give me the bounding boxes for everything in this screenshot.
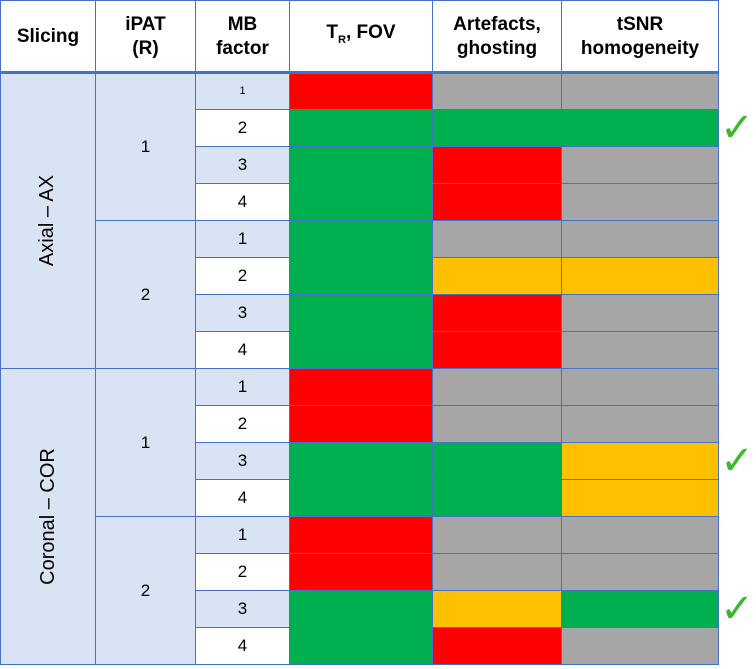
tsnr-status-grey (561, 220, 719, 258)
tsnr-status-grey (561, 516, 719, 554)
tr-label: T (326, 22, 339, 44)
artefacts-status-grey (432, 368, 562, 406)
tsnr-status-grey (561, 72, 719, 110)
ipat-value-cell: 1 (95, 72, 196, 221)
slicing-group-cell: Axial – AX (0, 72, 96, 369)
artefacts-status-red (432, 146, 562, 184)
header-slicing: Slicing (0, 0, 96, 73)
mb-factor-cell: 1 (195, 368, 290, 406)
tr-fov-status-green (289, 220, 433, 258)
mb-factor-cell: 3 (195, 442, 290, 480)
tsnr-status-grey (561, 294, 719, 332)
tr-fov-status-green (289, 627, 433, 665)
artefacts-status-green (432, 109, 562, 147)
tsnr-status-amber (561, 479, 719, 517)
mb-factor-cell: 3 (195, 590, 290, 628)
mb-factor-cell: 4 (195, 479, 290, 517)
tr-fov-status-green (289, 442, 433, 480)
artefacts-status-green (432, 442, 562, 480)
tr-fov-status-green (289, 183, 433, 221)
checkmark-icon: ✓ (720, 437, 754, 484)
header-ipat: iPAT (R) (95, 0, 196, 73)
ipat-value-cell: 1 (95, 368, 196, 517)
tr-fov-status-red (289, 72, 433, 110)
artefacts-status-amber (432, 590, 562, 628)
header-tsnr-homogeneity: tSNR homogeneity (561, 0, 719, 73)
tr-fov-status-red (289, 405, 433, 443)
tr-fov-status-red (289, 516, 433, 554)
tsnr-status-amber (561, 442, 719, 480)
artefacts-status-amber (432, 257, 562, 295)
header-divider (0, 71, 719, 74)
tsnr-status-green (561, 109, 719, 147)
tsnr-status-grey (561, 368, 719, 406)
tsnr-status-amber (561, 257, 719, 295)
artefacts-status-red (432, 627, 562, 665)
tr-fov-status-green (289, 109, 433, 147)
header-artefacts-ghosting: Artefacts, ghosting (432, 0, 562, 73)
mb-factor-cell: 1 (195, 72, 290, 110)
mb-factor-cell: 3 (195, 294, 290, 332)
mb-factor-cell: 2 (195, 109, 290, 147)
mb-factor-cell: 1 (195, 220, 290, 258)
slicing-label: Coronal – COR (36, 448, 59, 585)
mb-factor-cell: 1 (195, 516, 290, 554)
tsnr-status-grey (561, 146, 719, 184)
artefacts-status-grey (432, 553, 562, 591)
mb-factor-cell: 2 (195, 257, 290, 295)
tr-fov-status-green (289, 146, 433, 184)
ipat-value-cell: 2 (95, 220, 196, 369)
mb-factor-cell: 2 (195, 405, 290, 443)
header-tr-fov: TR, FOV (289, 0, 433, 73)
mb-factor-cell: 4 (195, 627, 290, 665)
artefacts-status-grey (432, 516, 562, 554)
header-mb-factor: MB factor (195, 0, 290, 73)
tsnr-status-grey (561, 627, 719, 665)
mb-factor-cell: 2 (195, 553, 290, 591)
tsnr-status-grey (561, 183, 719, 221)
mb-factor-cell: 4 (195, 183, 290, 221)
mb-factor-cell: 3 (195, 146, 290, 184)
artefacts-status-red (432, 183, 562, 221)
tr-fov-status-green (289, 294, 433, 332)
fov-label: , FOV (345, 22, 396, 44)
tsnr-status-grey (561, 553, 719, 591)
tr-fov-status-green (289, 331, 433, 369)
checkmark-icon: ✓ (720, 104, 754, 151)
tsnr-status-green (561, 590, 719, 628)
artefacts-status-red (432, 294, 562, 332)
artefacts-status-grey (432, 405, 562, 443)
tr-subscript: R (338, 33, 346, 46)
tr-fov-status-green (289, 257, 433, 295)
tsnr-status-grey (561, 331, 719, 369)
tsnr-status-grey (561, 405, 719, 443)
ipat-value-cell: 2 (95, 516, 196, 665)
artefacts-status-red (432, 331, 562, 369)
tr-fov-status-red (289, 553, 433, 591)
tr-fov-status-red (289, 368, 433, 406)
tr-fov-status-green (289, 479, 433, 517)
slicing-group-cell: Coronal – COR (0, 368, 96, 665)
artefacts-status-green (432, 479, 562, 517)
tr-fov-status-green (289, 590, 433, 628)
checkmark-icon: ✓ (720, 585, 754, 632)
artefacts-status-grey (432, 220, 562, 258)
artefacts-status-grey (432, 72, 562, 110)
slicing-label: Axial – AX (36, 174, 59, 267)
mb-factor-cell: 4 (195, 331, 290, 369)
